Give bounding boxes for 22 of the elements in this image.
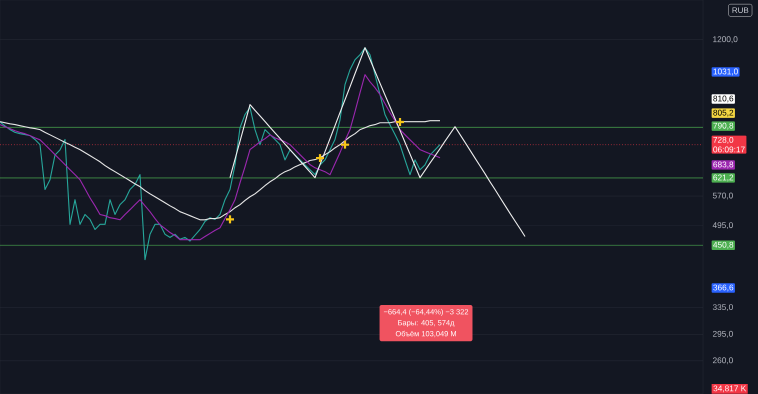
- text: 366,6: [713, 284, 734, 292]
- text: 805,2: [713, 110, 734, 117]
- text: 810,6: [713, 96, 734, 102]
- line-series: [0, 47, 441, 260]
- text: 06:09:17: [713, 146, 745, 152]
- ref-line-label: 621,2: [713, 174, 734, 182]
- y-tick-label: 1200,0: [713, 36, 738, 44]
- ref-line-label: 790,8: [713, 122, 734, 130]
- point: [314, 152, 326, 164]
- point: [224, 214, 236, 224]
- text: 34,817 K: [713, 385, 746, 392]
- y-tick-label: 495,0: [712, 222, 733, 230]
- ref-line-label: 450,8: [713, 242, 734, 249]
- text: 683,8: [713, 162, 734, 168]
- text: 1031,0: [714, 68, 738, 76]
- ref-line-label: 728,0: [713, 136, 734, 144]
- y-tick-label: 295,0: [712, 330, 733, 338]
- y-tick-label: 260,0: [712, 357, 733, 364]
- y-tick-label: 570,0: [712, 192, 733, 200]
- point: [340, 140, 350, 150]
- point: [394, 116, 406, 128]
- y-tick-label: 335,0: [712, 304, 733, 312]
